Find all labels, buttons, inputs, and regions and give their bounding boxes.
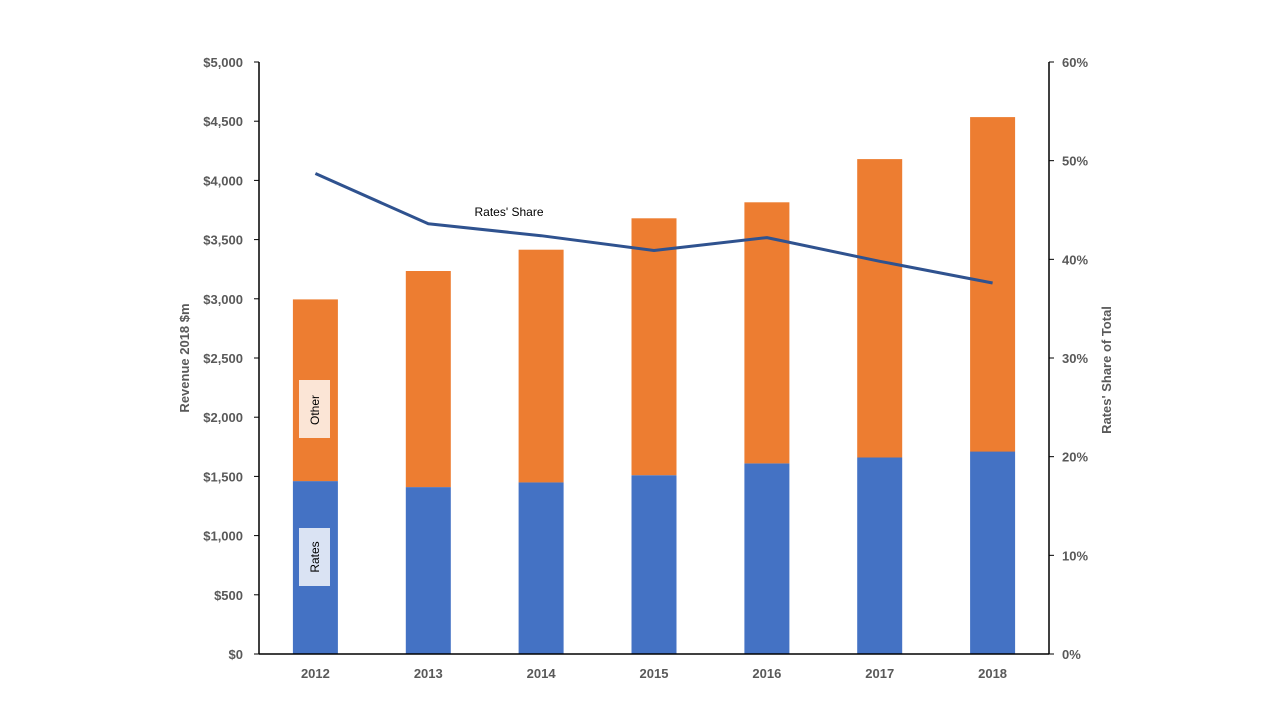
bar-rates-2017	[857, 457, 903, 654]
text-layer: Revenue 2018 $m Rates' Share of Total Ot…	[177, 205, 1114, 573]
x-tick-label: 2012	[301, 666, 330, 681]
bar-rates-2018	[970, 451, 1016, 654]
bar-other-2015	[631, 218, 677, 476]
x-tick-label: 2018	[978, 666, 1007, 681]
bar-rates-2013	[405, 487, 451, 654]
left-tick-label: $4,500	[203, 114, 243, 129]
right-tick-label: 30%	[1062, 351, 1088, 366]
left-tick-label: $1,000	[203, 529, 243, 544]
right-tick-label: 60%	[1062, 55, 1088, 70]
bar-rates-2014	[518, 482, 564, 654]
other-label: Other	[308, 395, 322, 425]
line-layer	[314, 172, 993, 285]
rates-label: Rates	[308, 541, 322, 572]
rates-label-box	[299, 528, 330, 586]
right-tick-label: 10%	[1062, 548, 1088, 563]
left-tick-label: $3,000	[203, 292, 243, 307]
bars-layer	[292, 117, 1016, 654]
left-tick-label: $2,500	[203, 351, 243, 366]
ticks-layer: $0 $500 $1,000 $1,500 $2,000 $2,500 $3,000 $3,5…	[203, 55, 1088, 681]
left-tick-label: $5,000	[203, 55, 243, 70]
bar-other-2013	[405, 271, 451, 488]
annotation-boxes	[299, 380, 330, 586]
right-tick-label: 0%	[1062, 647, 1081, 662]
bar-other-2018	[970, 117, 1016, 452]
left-tick-label: $500	[214, 588, 243, 603]
rates-share-label: Rates' Share	[475, 205, 544, 219]
right-tick-label: 20%	[1062, 450, 1088, 465]
x-tick-label: 2017	[865, 666, 894, 681]
left-tick-label: $0	[229, 647, 243, 662]
left-tick-label: $4,000	[203, 173, 243, 188]
bar-other-2014	[518, 249, 564, 483]
bar-rates-2016	[744, 463, 790, 654]
other-label-box	[299, 380, 330, 438]
x-tick-label: 2015	[640, 666, 669, 681]
right-tick-label: 40%	[1062, 252, 1088, 267]
right-axis-title: Rates' Share of Total	[1099, 306, 1114, 434]
x-tick-label: 2014	[527, 666, 557, 681]
x-tick-label: 2016	[752, 666, 781, 681]
right-tick-label: 50%	[1062, 154, 1088, 169]
left-tick-label: $2,000	[203, 410, 243, 425]
bar-other-2016	[744, 202, 790, 464]
x-tick-label: 2013	[414, 666, 443, 681]
line-series-rates-share	[314, 172, 993, 285]
left-tick-label: $1,500	[203, 469, 243, 484]
bar-other-2017	[857, 159, 903, 458]
bar-rates-2015	[631, 475, 677, 654]
left-tick-label: $3,500	[203, 233, 243, 248]
left-axis-title: Revenue 2018 $m	[177, 303, 192, 412]
